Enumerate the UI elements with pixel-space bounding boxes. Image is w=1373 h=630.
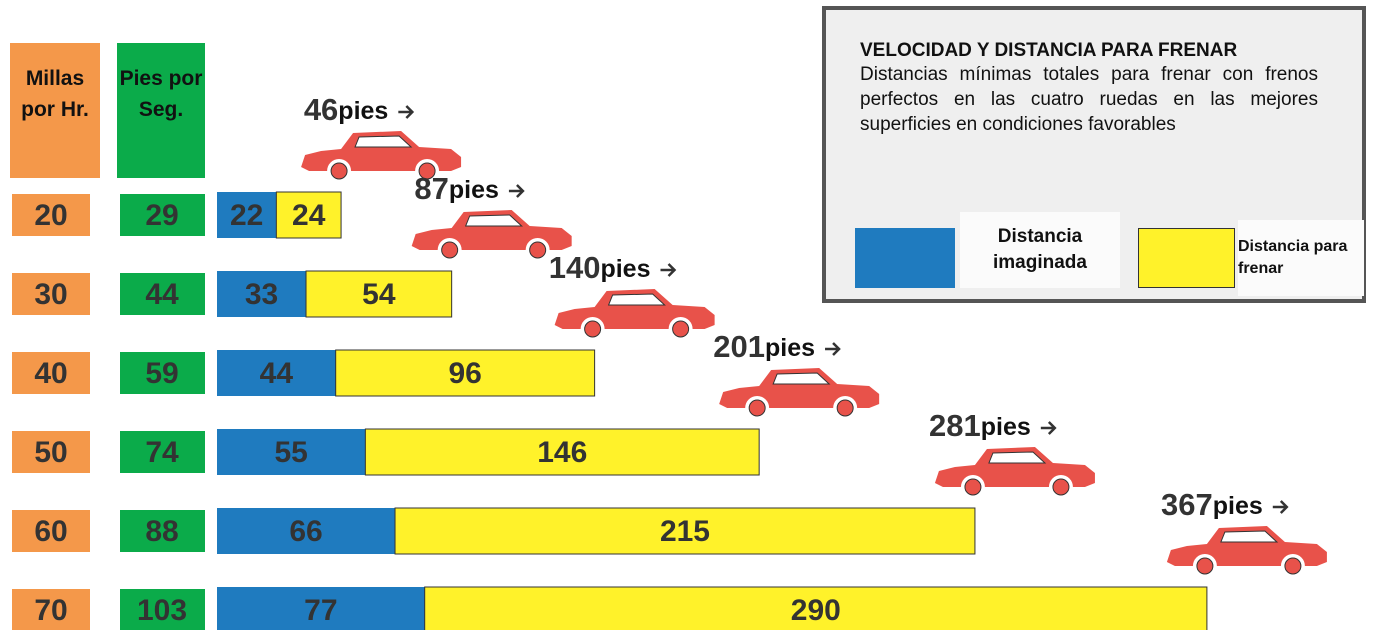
total-label: 281pies	[929, 408, 1031, 443]
value-label: 55	[274, 436, 307, 469]
total-unit: pies	[765, 334, 815, 362]
fps-label: 103	[137, 594, 187, 627]
title: VELOCIDAD Y DISTANCIA PARA FRENAR	[860, 40, 1237, 62]
car	[1167, 526, 1327, 574]
arrow	[825, 343, 839, 355]
fps-label: 88	[145, 515, 178, 548]
total-label: 87pies	[414, 171, 499, 206]
category-label: 40	[34, 357, 67, 390]
total-value: 140	[549, 250, 601, 285]
legend-label: Distancia imaginada	[960, 212, 1120, 288]
arrow	[1273, 501, 1287, 513]
car-wheel	[1053, 479, 1069, 495]
car	[555, 289, 715, 337]
car	[719, 368, 879, 416]
fps-label: 74	[145, 436, 179, 469]
value-label: 215	[660, 515, 710, 548]
arrow	[398, 106, 412, 118]
legend-label: Distancia para frenar	[1238, 220, 1364, 296]
total-unit: pies	[1213, 492, 1263, 520]
category-label: 30	[34, 278, 67, 311]
total-value: 87	[414, 171, 448, 206]
car-wheel	[1197, 558, 1213, 574]
total-unit: pies	[981, 413, 1031, 441]
fps-label: 59	[145, 357, 178, 390]
total-unit: pies	[600, 255, 650, 283]
car-wheel	[530, 242, 546, 258]
car-wheel	[331, 163, 347, 179]
value-label: 96	[448, 357, 481, 390]
value-label: 33	[245, 278, 278, 311]
category-label: 20	[34, 199, 67, 232]
car-wheel	[749, 400, 765, 416]
category-label: 50	[34, 436, 67, 469]
arrow	[509, 185, 523, 197]
value-label: 146	[537, 436, 587, 469]
arrow	[661, 264, 675, 276]
fps-label: 44	[145, 278, 179, 311]
total-label: 201pies	[713, 329, 815, 364]
legend-swatch	[1138, 228, 1235, 288]
total-value: 201	[713, 329, 765, 364]
value-label: 290	[791, 594, 841, 627]
legend: VELOCIDAD Y DISTANCIA PARA FRENAR Distan…	[822, 6, 1366, 303]
arrow	[1041, 422, 1055, 434]
fps-label: 29	[145, 199, 178, 232]
car-wheel	[585, 321, 601, 337]
category-label: 60	[34, 515, 67, 548]
subtitle: Distancias mínimas totales para frenar c…	[860, 62, 1318, 137]
car-wheel	[673, 321, 689, 337]
total-value: 367	[1161, 487, 1213, 522]
value-label: 44	[260, 357, 294, 390]
total-unit: pies	[338, 97, 388, 125]
total-value: 281	[929, 408, 981, 443]
car-wheel	[837, 400, 853, 416]
car	[935, 447, 1095, 495]
total-label: 140pies	[549, 250, 651, 285]
category-label: 70	[34, 594, 67, 627]
car-wheel	[1285, 558, 1301, 574]
value-label: 54	[362, 278, 396, 311]
legend-swatch	[855, 228, 955, 288]
value-label: 22	[230, 199, 263, 232]
value-label: 77	[304, 594, 337, 627]
total-label: 46pies	[304, 92, 389, 127]
car-wheel	[965, 479, 981, 495]
car	[412, 210, 572, 258]
car-wheel	[442, 242, 458, 258]
value-label: 66	[289, 515, 322, 548]
value-label: 24	[292, 199, 326, 232]
total-value: 46	[304, 92, 338, 127]
total-unit: pies	[449, 176, 499, 204]
total-label: 367pies	[1161, 487, 1263, 522]
